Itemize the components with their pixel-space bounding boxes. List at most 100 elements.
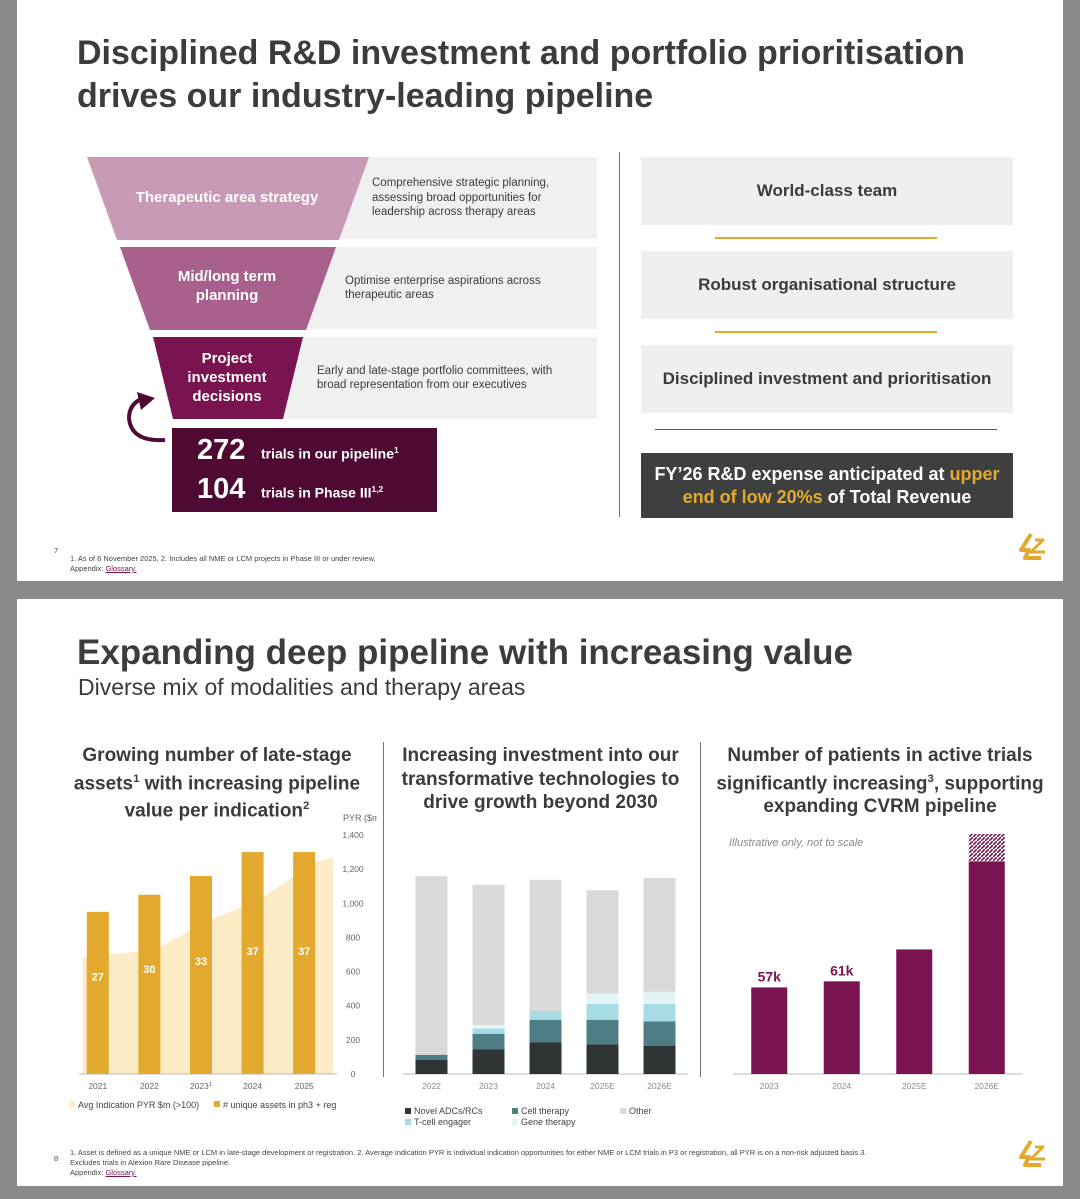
x-tick-label: 2022 [422, 1081, 441, 1091]
x-tick-label: 20231 [190, 1081, 213, 1091]
stack-seg-2025E-1 [586, 1019, 619, 1045]
funnel-label-3: Project investment decisions [187, 350, 267, 405]
patients-value-label: 61k [830, 962, 854, 978]
funnel-graphic [87, 157, 369, 419]
stack-seg-2023-2 [472, 1028, 505, 1034]
stack-seg-2025E-4 [586, 890, 619, 994]
panel1-title-a: Growing number of late-stage assets [73, 745, 352, 794]
astrazeneca-logo-icon [1019, 532, 1045, 560]
dark-separator [655, 429, 997, 430]
gold-separator-2 [715, 331, 937, 333]
legend-swatch-bars [214, 1101, 220, 1107]
patients-bar-2023 [751, 987, 788, 1074]
legend-label: Cell therapy [521, 1106, 570, 1116]
stat-label-2: trials in Phase III [261, 485, 372, 501]
x-tick-label: 2025 [295, 1081, 314, 1091]
panel3-title: Number of patients in active trials sign… [710, 744, 1050, 819]
cycle-arrow-icon [126, 392, 166, 443]
rd-expense-callout: FY’26 R&D expense anticipated at upper e… [641, 453, 1013, 518]
stack-seg-2022-1 [415, 1054, 448, 1060]
glossary-link[interactable]: Glossary. [105, 564, 137, 573]
panel1-title-sup2: 2 [303, 800, 310, 813]
panel3-title-sup: 3 [927, 772, 934, 785]
x-tick-label: 2024 [832, 1081, 851, 1091]
stack-seg-2026E-4 [643, 878, 676, 992]
y-tick-label: 1,400 [342, 830, 364, 840]
x-tick-label: 2026E [974, 1081, 999, 1091]
expense-text-2: of Total Revenue [822, 486, 972, 507]
appendix-prefix: Appendix: [70, 1168, 106, 1177]
column-divider [619, 152, 620, 517]
funnel-stage-2 [120, 247, 336, 330]
stat-sup-1: 1 [394, 445, 399, 456]
asset-bar-label-2023: 33 [195, 956, 207, 968]
gold-separator-1 [715, 237, 937, 239]
stack-seg-2024-2 [529, 1011, 562, 1020]
patients-bar-projected-2026E [968, 834, 1005, 862]
pillar-world-class-team: World-class team [641, 157, 1013, 225]
patients-value-label: 57k [758, 968, 782, 984]
panel3-title-b: , supporting expanding CVRM pipeline [763, 772, 1044, 818]
legend-label: Novel ADCs/RCs [414, 1106, 483, 1116]
expense-highlight: upper end of low 20%s [682, 463, 1000, 507]
patients-bar-2025E [896, 949, 933, 1074]
legend-label-area: Avg Indication PYR $m (>100) [78, 1100, 199, 1110]
page-number: 7 [54, 546, 59, 555]
stack-seg-2025E-2 [586, 1004, 619, 1020]
slide-subtitle: Diverse mix of modalities and therapy ar… [78, 674, 526, 700]
slide-8: Expanding deep pipeline with increasing … [17, 599, 1063, 1186]
appendix-line: Appendix: Glossary. [70, 1168, 890, 1178]
legend-swatch [512, 1119, 518, 1125]
legend-label: Other [629, 1106, 652, 1116]
slide-7: Disciplined R&D investment and portfolio… [17, 0, 1063, 581]
x-tick-label: 2024 [536, 1081, 555, 1091]
stack-seg-2023-0 [472, 1049, 505, 1074]
appendix-line: Appendix: Glossary. [70, 564, 376, 574]
stat-text-1: trials in our pipeline1 [261, 445, 399, 462]
x-tick-sup: 1 [209, 1082, 213, 1088]
x-tick-label: 2024 [243, 1081, 262, 1091]
stack-seg-2024-4 [529, 879, 562, 1011]
stack-seg-2025E-0 [586, 1044, 619, 1074]
y-tick-label: 400 [346, 1001, 360, 1011]
stack-seg-2024-1 [529, 1019, 562, 1043]
rd-expense-text: FY’26 R&D expense anticipated at upper e… [641, 463, 1013, 509]
stat-label-1: trials in our pipeline [261, 446, 395, 462]
x-tick-label: 2023 [760, 1081, 779, 1091]
glossary-link[interactable]: Glossary. [105, 1168, 137, 1177]
chart-patients-active-trials: Illustrative only, not to scale 57k 2023 61… [729, 834, 1023, 1091]
funnel-desc-text-1: Comprehensive strategic planning, assess… [372, 177, 550, 219]
page-number: 8 [54, 1154, 59, 1163]
asset-bar-label-2021: 27 [92, 971, 104, 983]
slide-title: Disciplined R&D investment and portfolio… [77, 32, 965, 118]
x-tick-label: 2021 [88, 1081, 107, 1091]
patients-bar-2026E [968, 861, 1005, 1074]
stack-seg-2022-0 [415, 1060, 448, 1074]
footnote: 1. As of 6 November 2025, 2. Includes al… [70, 554, 376, 574]
x-tick-label: 2025E [590, 1081, 615, 1091]
funnel-desc-text-2: Optimise enterprise aspirations across t… [345, 274, 541, 302]
legend-swatch [512, 1108, 518, 1114]
legend-swatch [405, 1108, 411, 1114]
panel-divider-1 [383, 742, 384, 1077]
legend-swatch-area [69, 1101, 75, 1107]
trials-stats-box: 272 trials in our pipeline1 104 trials i… [172, 428, 437, 512]
panel1-title-sup1: 1 [133, 772, 140, 785]
pillar-organisational-structure: Robust organisational structure [641, 251, 1013, 319]
y-tick-label: 800 [346, 932, 360, 942]
asset-bar-label-2022: 30 [143, 964, 155, 976]
stack-seg-2025E-3 [586, 993, 619, 1004]
legend-swatch [405, 1119, 411, 1125]
stack-seg-2023-1 [472, 1033, 505, 1050]
chart-annotation: Illustrative only, not to scale [729, 837, 863, 849]
y-tick-label: 1,000 [342, 898, 364, 908]
asset-bar-label-2024: 37 [246, 946, 258, 958]
stack-seg-2022-4 [415, 876, 448, 1055]
asset-bar-2025 [293, 852, 316, 1074]
funnel-label-2: Mid/long term planning [177, 268, 277, 304]
funnel-desc-2: Optimise enterprise aspirations across t… [277, 247, 597, 329]
appendix-prefix: Appendix: [70, 564, 106, 573]
stat-number-1: 272 [197, 434, 246, 466]
x-tick-label: 2025E [902, 1081, 927, 1091]
stack-seg-2026E-3 [643, 991, 676, 1004]
